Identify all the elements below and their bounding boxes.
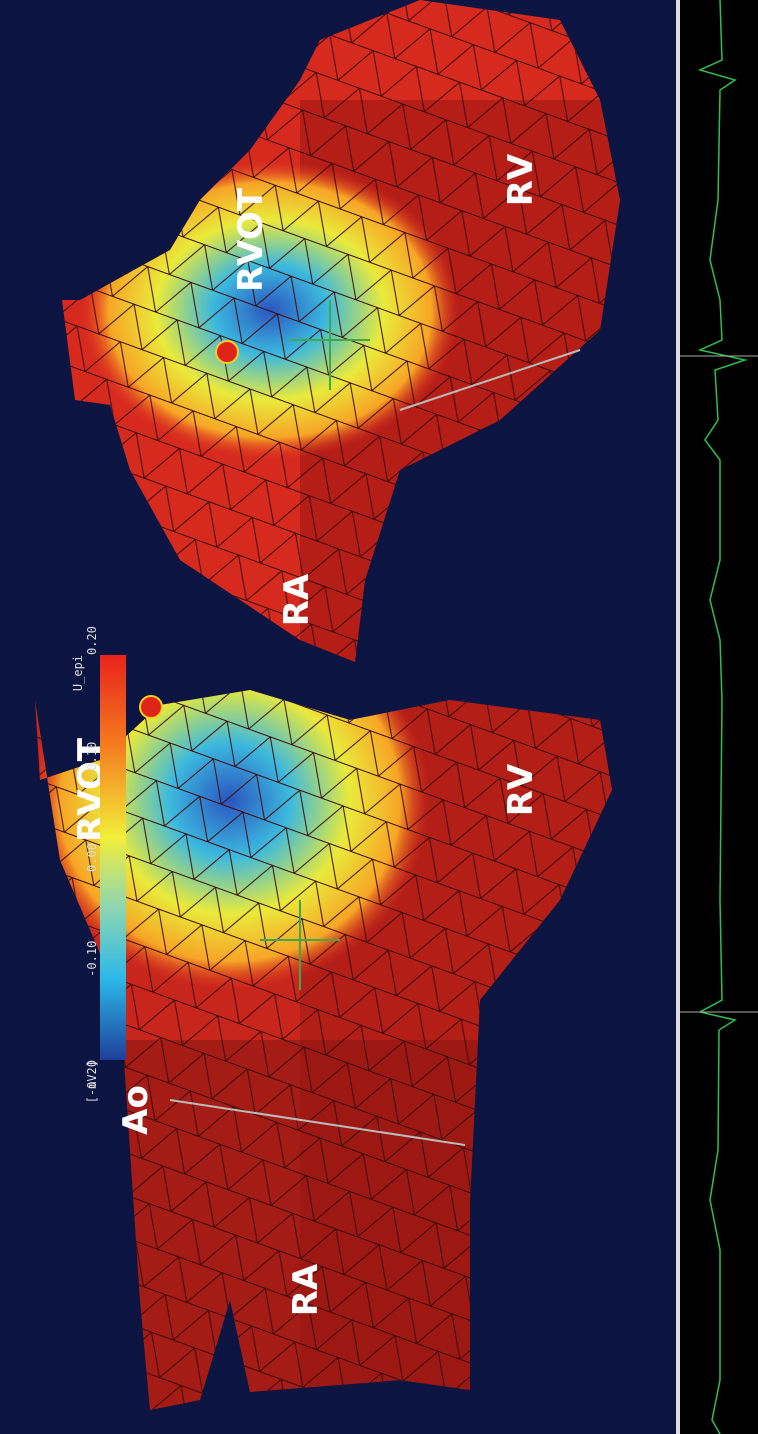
label: RV [501, 763, 541, 816]
ecg-trace [697, 0, 748, 1434]
label: RVOT [231, 187, 271, 292]
colorbar-unit: [ mV ] [85, 1060, 99, 1103]
label: RA [286, 1263, 326, 1316]
colorbar-ticks: 0.20 0.10 0.00 -0.10 -0.20 [85, 626, 99, 1096]
colorbar-tick-label: -0.10 [85, 941, 99, 977]
colorbar-tick-label: 0.00 [85, 843, 99, 872]
colorbar-tick-label: 0.20 [85, 626, 99, 655]
label: RA [277, 573, 317, 626]
marker-line [169, 1099, 466, 1146]
crosshair [290, 300, 370, 390]
separator [676, 0, 680, 1434]
colorbar-title: U_epi [71, 655, 85, 691]
pacing-site [215, 340, 239, 364]
pacing-site [139, 695, 163, 719]
colorbar [100, 655, 126, 1060]
colorbar-tick-label: 0.10 [85, 742, 99, 771]
crosshair [260, 900, 340, 990]
label: Ao [116, 1085, 156, 1135]
marker-line [399, 349, 581, 411]
label: RV [501, 153, 541, 206]
colorbar-tick-label: -0.20 [85, 1060, 99, 1096]
ecg-strip [680, 0, 758, 1434]
